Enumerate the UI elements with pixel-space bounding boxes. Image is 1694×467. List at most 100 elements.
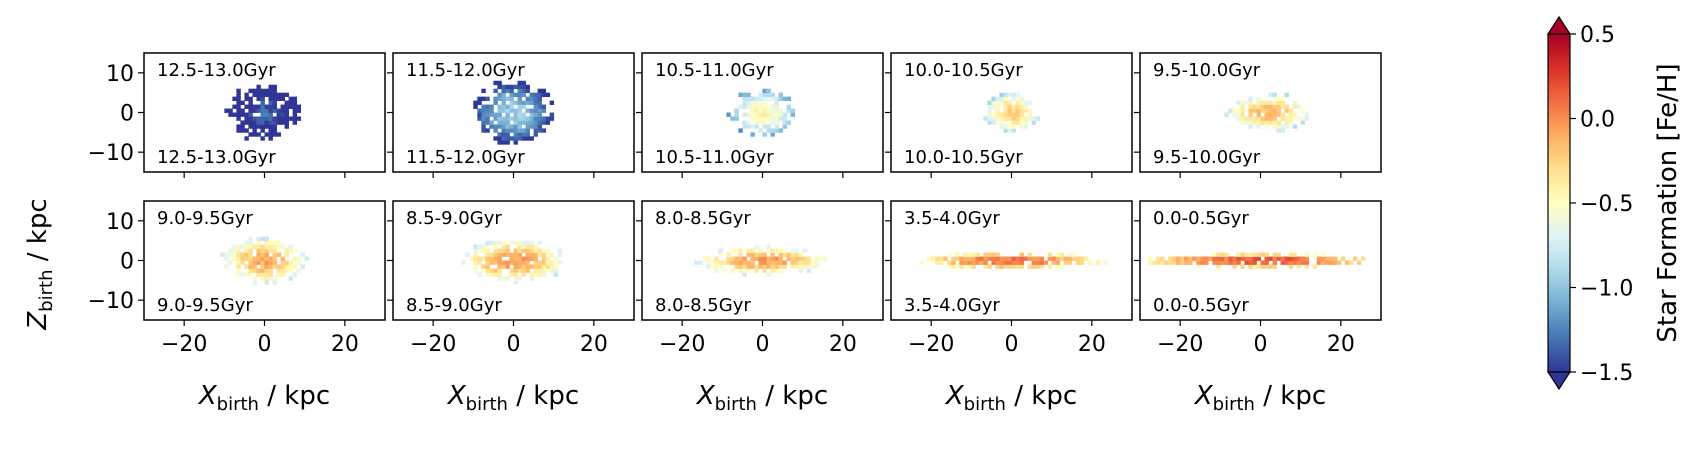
heatmap-cell — [272, 256, 277, 261]
heatmap-cell — [557, 252, 563, 257]
heatmap-cell — [782, 120, 787, 125]
heatmap-cell — [790, 108, 796, 113]
panel-heatmap — [1224, 92, 1310, 133]
panel-heatmap — [919, 252, 1109, 269]
heatmap-cell — [987, 264, 992, 269]
heatmap-cell — [1007, 104, 1012, 109]
heatmap-cell — [533, 92, 538, 98]
heatmap-cell — [493, 260, 498, 265]
heatmap-cell — [1288, 264, 1294, 269]
heatmap-cell — [818, 256, 824, 261]
heatmap-cell — [1252, 116, 1257, 121]
heatmap-cell — [517, 256, 522, 261]
heatmap-cell — [525, 108, 530, 113]
heatmap-cell — [505, 128, 510, 133]
heatmap-cell — [1256, 112, 1261, 117]
heatmap-cell — [1268, 264, 1273, 269]
heatmap-cell — [782, 264, 787, 269]
heatmap-cell — [288, 96, 294, 101]
heatmap-cell — [244, 104, 249, 109]
heatmap-cell — [1320, 260, 1326, 265]
heatmap-cell — [505, 108, 510, 113]
heatmap-cell — [260, 256, 265, 261]
heatmap-cell — [501, 84, 506, 90]
panel-age-label: 3.5-4.0Gyr — [904, 295, 1000, 316]
heatmap-cell — [782, 260, 787, 265]
heatmap-cell — [1019, 104, 1024, 109]
heatmap-cell — [750, 100, 755, 105]
heatmap-cell — [485, 112, 490, 117]
heatmap-cell — [268, 100, 273, 105]
heatmap-cell — [782, 112, 787, 117]
heatmap-cell — [236, 112, 241, 117]
heatmap-cell — [1007, 108, 1012, 113]
heatmap-cell — [1023, 120, 1028, 125]
heatmap-cell — [280, 260, 285, 265]
heatmap-cell — [489, 108, 494, 113]
heatmap-cell — [252, 268, 257, 273]
heatmap-cell — [991, 116, 996, 121]
heatmap-cell — [1272, 112, 1277, 117]
heatmap-cell — [248, 244, 253, 249]
heatmap-cell — [264, 260, 269, 265]
heatmap-cell — [1216, 252, 1221, 257]
y-tick-label: −10 — [88, 289, 134, 314]
heatmap-cell — [264, 104, 269, 109]
heatmap-cell — [1019, 100, 1024, 105]
heatmap-cell — [272, 104, 277, 109]
heatmap-cell — [264, 268, 269, 273]
heatmap-cell — [276, 264, 281, 269]
heatmap-cell — [1236, 108, 1241, 113]
heatmap-cell — [248, 272, 253, 277]
heatmap-cell — [497, 268, 502, 273]
heatmap-cell — [738, 252, 743, 257]
heatmap-cell — [280, 92, 285, 98]
heatmap-cell — [272, 116, 277, 121]
heatmap-cell — [509, 108, 514, 113]
heatmap-cell — [1288, 116, 1294, 121]
heatmap-cell — [1188, 256, 1193, 261]
heatmap-cell — [485, 268, 490, 273]
heatmap-cell — [260, 136, 265, 141]
x-axis-label-main: X — [1193, 381, 1214, 411]
heatmap-cell — [1027, 108, 1032, 113]
heatmap-cell — [264, 116, 269, 121]
heatmap-cell — [991, 256, 996, 261]
heatmap-cell — [505, 124, 510, 129]
heatmap-cell — [248, 124, 253, 129]
heatmap-cell — [268, 104, 273, 109]
heatmap-cell — [1324, 260, 1330, 265]
heatmap-cell — [521, 136, 526, 141]
heatmap-cell — [766, 112, 771, 117]
heatmap-cell — [786, 256, 792, 261]
heatmap-cell — [1352, 256, 1358, 261]
heatmap-cell — [248, 96, 253, 101]
heatmap-cell — [541, 108, 547, 113]
heatmap-cell — [814, 256, 820, 261]
heatmap-cell — [742, 92, 747, 98]
heatmap-cell — [292, 112, 298, 117]
heatmap-cell — [798, 264, 804, 269]
heatmap-cell — [501, 136, 506, 141]
heatmap-cell — [256, 236, 261, 242]
heatmap-cell — [1248, 112, 1253, 117]
heatmap-cell — [742, 272, 747, 277]
heatmap-cell — [1019, 116, 1024, 121]
heatmap-cell — [1015, 116, 1020, 121]
heatmap-cell — [248, 236, 253, 242]
heatmap-cell — [1031, 264, 1036, 269]
heatmap-cell — [485, 108, 490, 113]
heatmap-cell — [1256, 116, 1261, 121]
heatmap-cell — [541, 256, 547, 261]
heatmap-cell — [762, 264, 767, 269]
heatmap-cell — [264, 92, 269, 98]
heatmap-cell — [489, 240, 494, 246]
panel-age-label: 11.5-12.0Gyr — [406, 60, 525, 81]
heatmap-cell — [493, 268, 498, 273]
heatmap-cell — [280, 104, 285, 109]
heatmap-cell — [300, 264, 306, 269]
heatmap-cell — [1027, 256, 1032, 261]
heatmap-cell — [1288, 108, 1294, 113]
heatmap-cell — [517, 112, 522, 117]
heatmap-cell — [256, 244, 261, 249]
